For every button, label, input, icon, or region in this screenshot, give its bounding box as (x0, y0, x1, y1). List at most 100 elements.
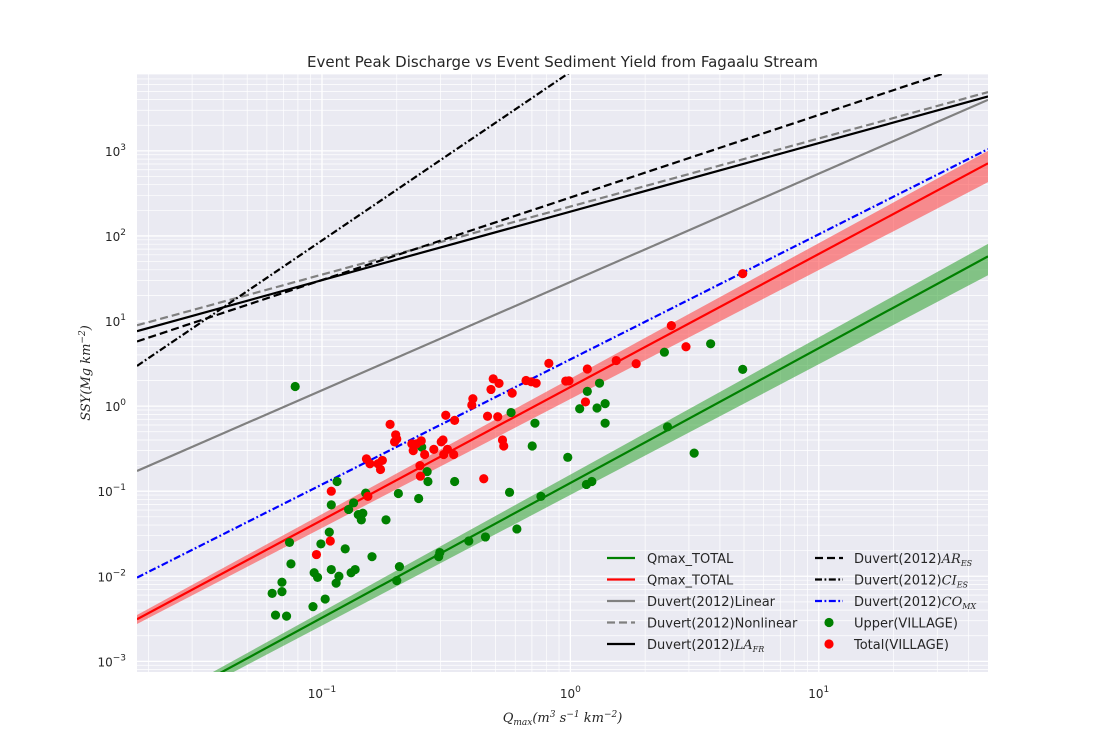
legend-swatch (824, 639, 834, 649)
legend-entry: Duvert(2012)LAFR (607, 638, 764, 654)
data-point (479, 474, 489, 484)
x-tick-label: 100 (560, 685, 581, 701)
legend-label: Duvert(2012)CIES (854, 574, 969, 590)
data-point (311, 549, 322, 560)
data-point (284, 537, 295, 548)
data-point (416, 436, 426, 446)
data-point (326, 500, 336, 510)
legend-label: Upper(VILLAGE) (854, 617, 958, 632)
legend-entry: Total(VILLAGE) (824, 638, 949, 653)
data-point (611, 355, 621, 366)
data-point (592, 403, 602, 413)
data-point (468, 394, 478, 404)
plot-area (137, 74, 988, 672)
data-point (681, 342, 691, 352)
data-point (392, 575, 402, 586)
data-point (326, 564, 336, 575)
y-tick-label: 103 (105, 143, 126, 159)
data-point (531, 378, 541, 388)
data-point (277, 577, 287, 587)
data-point (312, 572, 323, 583)
data-point (464, 536, 474, 546)
data-point (286, 559, 296, 569)
data-point (536, 491, 546, 501)
data-point (450, 415, 460, 425)
x-tick-label: 10−1 (308, 685, 337, 701)
data-point (564, 376, 574, 386)
legend-label: Qmax_TOTAL (647, 552, 734, 567)
data-point (631, 359, 641, 369)
legend-entry: Duvert(2012)CIES (815, 574, 969, 590)
legend-entry: Qmax_TOTAL (607, 552, 734, 567)
legend-label: Duvert(2012)Linear (647, 595, 776, 610)
y-axis-label: SSY(Mg km−2) (78, 325, 94, 421)
y-tick-labels: 10−3 10−2 10−1 100 101 102 103 (97, 143, 126, 670)
data-point (600, 418, 610, 428)
data-point (358, 508, 368, 518)
legend-label: Qmax_TOTAL (647, 574, 734, 589)
data-point (290, 381, 300, 392)
data-point (507, 388, 517, 398)
data-point (449, 449, 459, 460)
data-point (325, 536, 335, 546)
y-tick-label: 10−2 (97, 568, 126, 584)
legend-entry: Qmax_TOTAL (607, 574, 734, 589)
x-axis-label: Qmax(m3 s−1 km−2) (503, 710, 623, 728)
data-point (270, 610, 281, 620)
legend-swatch (824, 617, 834, 628)
confidence-band (212, 243, 988, 672)
legend-label: Duvert(2012)LAFR (647, 638, 764, 654)
y-tick-label: 100 (105, 398, 126, 414)
legend: Qmax_TOTAL Qmax_TOTAL Duvert(2012)Linear Du… (607, 552, 976, 654)
x-tick-labels: 10−1 100 101 (308, 685, 830, 701)
data-point (348, 498, 359, 508)
data-point (429, 444, 439, 454)
y-tick-label: 102 (105, 228, 126, 244)
data-point (377, 455, 387, 466)
data-point (394, 561, 405, 572)
data-point (385, 419, 395, 429)
data-point (506, 407, 516, 418)
regression-line (137, 162, 988, 621)
data-point (587, 476, 597, 487)
data-point (544, 358, 554, 368)
data-point (324, 527, 334, 537)
data-point (482, 411, 493, 421)
data-point (340, 544, 350, 554)
data-point (600, 399, 610, 409)
data-point (393, 488, 403, 499)
data-point (332, 476, 342, 487)
data-point (331, 578, 341, 588)
data-point (493, 412, 503, 422)
legend-label: Duvert(2012)Nonlinear (647, 617, 798, 632)
data-point (499, 441, 509, 451)
data-point (415, 471, 426, 481)
data-point (267, 588, 277, 598)
y-tick-label: 10−1 (97, 483, 126, 499)
data-point (441, 410, 451, 420)
data-points (267, 269, 748, 621)
legend-entry: Duvert(2012)Linear (607, 595, 776, 610)
regression-line (137, 91, 988, 327)
regression-lines (137, 74, 988, 672)
data-point (575, 404, 585, 414)
regression-line (137, 95, 988, 333)
regression-line (219, 255, 988, 672)
data-point (738, 364, 748, 375)
regression-line (137, 98, 988, 472)
data-point (480, 532, 491, 542)
data-point (326, 486, 336, 496)
data-point (367, 552, 377, 562)
legend-entry: Upper(VILLAGE) (824, 617, 958, 632)
x-tick-label: 101 (808, 685, 829, 701)
data-point (582, 364, 592, 374)
legend-label: Duvert(2012)ARES (854, 552, 973, 568)
data-point (344, 504, 354, 515)
data-point (494, 378, 504, 388)
data-point (375, 464, 386, 475)
data-point (350, 564, 360, 575)
legend-entry: Duvert(2012)COMX (815, 595, 976, 611)
legend-entry: Duvert(2012)ARES (815, 552, 973, 568)
data-point (277, 587, 287, 597)
data-point (706, 339, 716, 349)
